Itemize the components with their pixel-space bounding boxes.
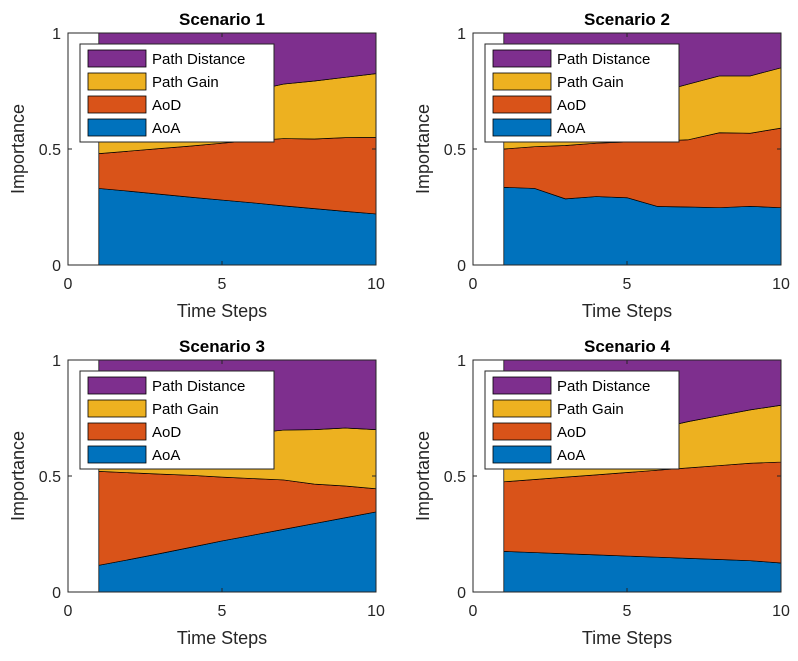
legend: Path Distance Path Gain AoD AoA <box>79 43 275 143</box>
subplot-3: 0 5 10 0 0.5 1 Scenario 3 Time Steps Importance P… <box>8 337 385 648</box>
x-axis-label: Time Steps <box>177 628 267 648</box>
x-tick-label: 10 <box>367 603 385 620</box>
legend-swatch <box>87 399 147 418</box>
x-axis-label: Time Steps <box>177 301 267 321</box>
legend-label: AoD <box>152 97 181 114</box>
y-tick-label: 1 <box>457 353 466 370</box>
subplot-1: 0 5 10 0 0.5 1 Scenario 1 Time Steps Importance P… <box>8 10 385 321</box>
y-axis-label: Importance <box>8 104 28 194</box>
legend-label: Path Gain <box>152 401 219 418</box>
x-tick-label: 5 <box>623 276 632 293</box>
legend: Path Distance Path Gain AoD AoA <box>484 43 680 143</box>
legend-label: AoD <box>152 424 181 441</box>
legend-swatch <box>492 95 552 114</box>
x-tick-label: 10 <box>772 276 790 293</box>
legend-swatch <box>87 95 147 114</box>
y-axis-label: Importance <box>8 431 28 521</box>
legend-swatch <box>87 445 147 464</box>
legend: Path Distance Path Gain AoD AoA <box>79 370 275 470</box>
chart-title: Scenario 3 <box>179 337 265 356</box>
chart-title: Scenario 2 <box>584 10 670 29</box>
y-tick-label: 1 <box>52 353 61 370</box>
legend-label: Path Gain <box>152 74 219 91</box>
legend-swatch <box>87 422 147 441</box>
y-tick-label: 1 <box>52 26 61 43</box>
legend-swatch <box>87 72 147 91</box>
legend-swatch <box>492 422 552 441</box>
legend-label: AoD <box>557 97 586 114</box>
legend-swatch <box>87 376 147 395</box>
legend-swatch <box>492 445 552 464</box>
legend-label: Path Gain <box>557 74 624 91</box>
x-tick-label: 5 <box>623 603 632 620</box>
x-tick-label: 10 <box>772 603 790 620</box>
legend-swatch <box>87 49 147 68</box>
subplot-2: 0 5 10 0 0.5 1 Scenario 2 Time Steps Importance P… <box>413 10 790 321</box>
chart-title: Scenario 4 <box>584 337 671 356</box>
legend-label: AoA <box>557 120 585 137</box>
y-tick-label: 1 <box>457 26 466 43</box>
x-tick-label: 0 <box>64 276 73 293</box>
y-tick-label: 0.5 <box>444 142 466 159</box>
legend-swatch <box>492 72 552 91</box>
legend-swatch <box>492 376 552 395</box>
x-tick-label: 0 <box>64 603 73 620</box>
y-axis-label: Importance <box>413 431 433 521</box>
y-axis-label: Importance <box>413 104 433 194</box>
legend-swatch <box>492 49 552 68</box>
subplot-4: 0 5 10 0 0.5 1 Scenario 4 Time Steps Importance P… <box>413 337 790 648</box>
legend-label: Path Distance <box>557 51 650 68</box>
legend-label: Path Gain <box>557 401 624 418</box>
y-tick-label: 0.5 <box>39 469 61 486</box>
x-axis-label: Time Steps <box>582 301 672 321</box>
legend-label: Path Distance <box>152 378 245 395</box>
legend-label: AoA <box>152 447 180 464</box>
legend-label: Path Distance <box>152 51 245 68</box>
x-tick-label: 0 <box>469 276 478 293</box>
x-tick-label: 0 <box>469 603 478 620</box>
x-tick-label: 5 <box>218 276 227 293</box>
y-tick-label: 0 <box>52 585 61 602</box>
legend-label: Path Distance <box>557 378 650 395</box>
x-tick-label: 5 <box>218 603 227 620</box>
chart-title: Scenario 1 <box>179 10 265 29</box>
x-tick-label: 10 <box>367 276 385 293</box>
y-tick-label: 0 <box>457 258 466 275</box>
legend-label: AoA <box>557 447 585 464</box>
legend-swatch <box>492 399 552 418</box>
legend-swatch <box>87 118 147 137</box>
legend-label: AoD <box>557 424 586 441</box>
legend: Path Distance Path Gain AoD AoA <box>484 370 680 470</box>
y-tick-label: 0.5 <box>39 142 61 159</box>
y-tick-label: 0 <box>457 585 466 602</box>
legend-swatch <box>492 118 552 137</box>
legend-label: AoA <box>152 120 180 137</box>
y-tick-label: 0.5 <box>444 469 466 486</box>
x-axis-label: Time Steps <box>582 628 672 648</box>
y-tick-label: 0 <box>52 258 61 275</box>
